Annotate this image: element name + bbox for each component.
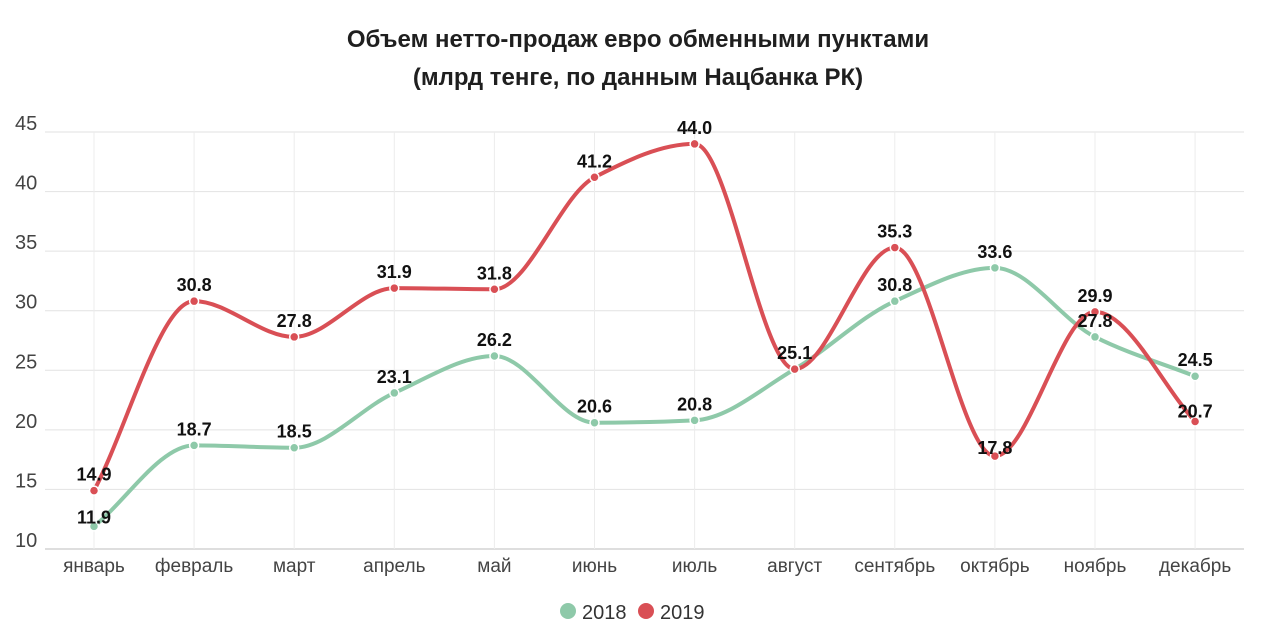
data-point [689, 138, 700, 150]
data-point [889, 295, 901, 307]
x-tick-label: апрель [363, 556, 425, 577]
data-point [1089, 306, 1101, 318]
x-tick-label: июль [672, 556, 718, 577]
data-point [689, 415, 700, 426]
chart-title: Объем нетто-продаж евро обменными пункта… [346, 26, 930, 53]
data-label: 20.6 [577, 397, 612, 417]
legend-label: 2019 [660, 602, 705, 624]
legend: 2018 2019 [560, 602, 705, 624]
data-label: 26.2 [477, 330, 512, 350]
y-tick-label: 10 [15, 530, 37, 552]
data-point [589, 172, 600, 183]
data-label: 30.8 [877, 275, 912, 295]
chart-subtitle: (млрд тенге, по данным Нацбанка РК) [412, 64, 864, 91]
data-label: 31.9 [377, 262, 412, 282]
x-tick-label: октябрь [960, 556, 1030, 577]
data-point [389, 387, 400, 399]
legend-marker [560, 603, 576, 619]
x-tick-label: ноябрь [1064, 556, 1127, 577]
data-label: 18.5 [277, 422, 312, 442]
data-label: 41.2 [577, 151, 612, 171]
y-tick-label: 40 [15, 173, 37, 195]
data-label: 33.6 [977, 242, 1012, 262]
x-tick-label: август [767, 556, 822, 577]
data-point [489, 350, 500, 362]
x-tick-label: июнь [572, 556, 617, 577]
data-point [1089, 331, 1101, 343]
data-point [389, 282, 400, 294]
data-label: 27.8 [277, 311, 312, 331]
data-label: 25.1 [777, 343, 812, 363]
series-line-2018 [92, 265, 1198, 529]
data-label: 44.0 [677, 118, 712, 138]
data-point [989, 262, 1001, 274]
data-point [88, 485, 100, 496]
data-label: 11.9 [77, 507, 111, 527]
data-point [288, 442, 300, 453]
x-tick-label: май [477, 556, 511, 577]
y-tick-label: 15 [15, 470, 37, 492]
data-point [489, 284, 500, 295]
y-tick-label: 20 [15, 411, 37, 433]
data-point [1189, 416, 1201, 427]
data-label: 24.5 [1178, 350, 1213, 370]
data-label: 35.3 [877, 222, 912, 242]
data-label: 23.1 [377, 367, 412, 387]
data-label: 29.9 [1077, 286, 1112, 306]
x-tick-label: март [273, 556, 316, 577]
y-tick-label: 30 [15, 292, 37, 314]
data-point [188, 295, 200, 307]
grid [45, 131, 1244, 550]
data-point [989, 450, 1001, 462]
x-tick-label: декабрь [1159, 556, 1231, 577]
x-tick-label: февраль [155, 556, 234, 577]
data-point [889, 242, 901, 253]
legend-marker [638, 603, 654, 619]
y-tick-label: 35 [15, 232, 37, 254]
series-line-2019 [92, 141, 1198, 493]
data-point [88, 521, 100, 532]
data-label: 31.8 [477, 263, 512, 283]
data-point [789, 363, 800, 375]
data-point [1189, 370, 1201, 382]
legend-label: 2018 [582, 602, 627, 624]
data-point [589, 417, 600, 428]
series-2019 [88, 138, 1201, 496]
y-tick-label: 25 [15, 351, 37, 373]
data-label: 20.7 [1178, 402, 1213, 422]
series-2018 [88, 262, 1201, 532]
data-label: 30.8 [177, 275, 212, 295]
y-tick-label: 45 [15, 113, 37, 135]
data-label: 20.8 [677, 394, 712, 414]
data-label: 18.7 [177, 419, 212, 439]
x-tick-label: январь [63, 556, 125, 577]
data-point [188, 440, 200, 451]
x-tick-label: сентябрь [854, 556, 935, 577]
data-point [288, 331, 300, 343]
data-label: 17.8 [977, 438, 1012, 458]
data-label: 14.9 [76, 465, 111, 485]
data-label: 27.8 [1077, 311, 1112, 331]
